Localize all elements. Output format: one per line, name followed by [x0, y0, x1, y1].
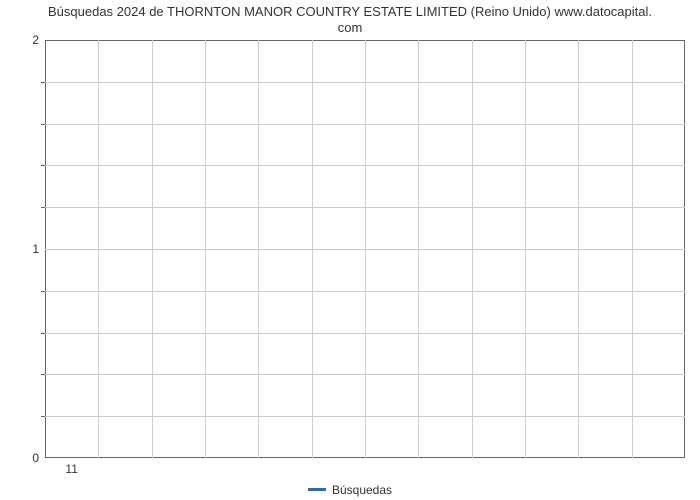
- y-minor-tick: [41, 124, 45, 125]
- chart-title-line2: com: [338, 20, 363, 35]
- x-tick-label: 11: [65, 462, 77, 476]
- y-minor-tick: [41, 374, 45, 375]
- y-minor-tick: [41, 207, 45, 208]
- chart-title-line1: Búsquedas 2024 de THORNTON MANOR COUNTRY…: [48, 4, 652, 19]
- grid-line-horizontal: [45, 124, 685, 125]
- legend: Búsquedas: [0, 482, 700, 497]
- legend-label: Búsquedas: [332, 483, 392, 497]
- y-tick-label: 2: [32, 33, 39, 47]
- grid-line-horizontal: [45, 291, 685, 292]
- legend-swatch: [308, 488, 326, 491]
- grid-line-horizontal: [45, 374, 685, 375]
- grid-line-horizontal: [45, 249, 685, 250]
- y-minor-tick: [41, 82, 45, 83]
- grid-line-horizontal: [45, 333, 685, 334]
- chart-title: Búsquedas 2024 de THORNTON MANOR COUNTRY…: [0, 4, 700, 37]
- grid-line-horizontal: [45, 82, 685, 83]
- grid-line-horizontal: [45, 165, 685, 166]
- y-minor-tick: [41, 165, 45, 166]
- grid-line-horizontal: [45, 207, 685, 208]
- y-minor-tick: [41, 291, 45, 292]
- grid-line-horizontal: [45, 416, 685, 417]
- y-tick-label: 1: [32, 242, 39, 256]
- y-minor-tick: [41, 333, 45, 334]
- y-tick-label: 0: [32, 451, 39, 465]
- plot-area: 01211: [45, 40, 685, 458]
- y-minor-tick: [41, 416, 45, 417]
